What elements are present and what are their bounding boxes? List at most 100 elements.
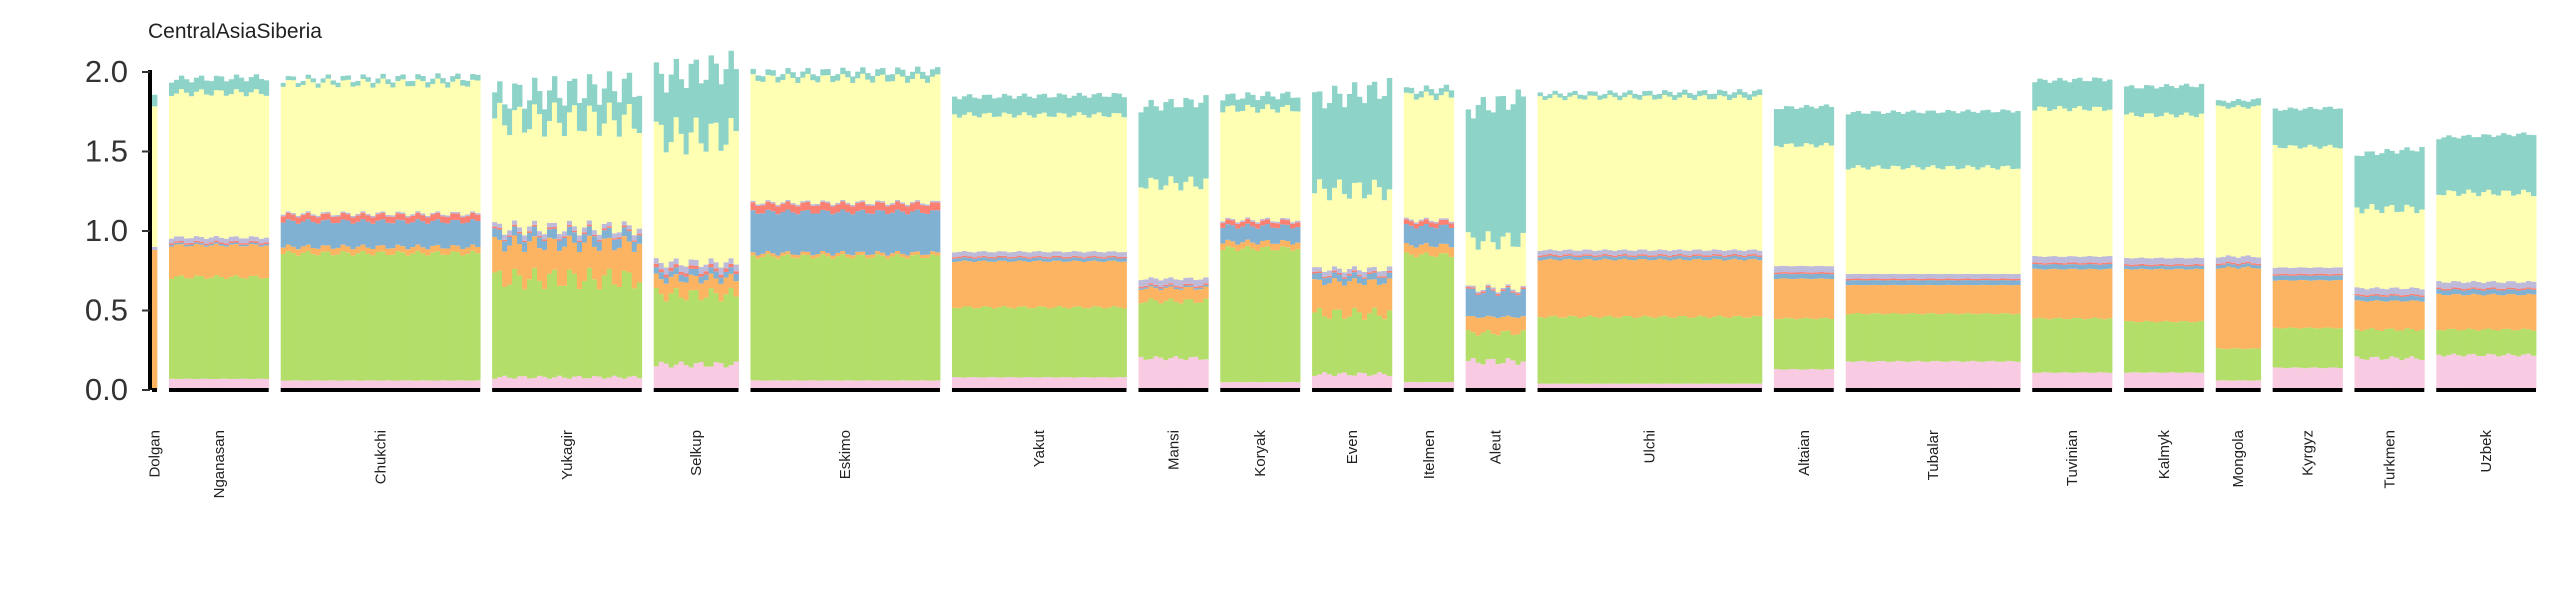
bar-segment: [2374, 293, 2380, 296]
bar-segment: [527, 129, 533, 227]
bar-segment: [790, 77, 796, 204]
bar-segment: [208, 95, 215, 238]
bar-segment: [2158, 263, 2165, 266]
bar-segment: [1537, 255, 1543, 258]
bar-segment: [673, 117, 680, 259]
bar-segment: [1567, 258, 1573, 316]
bar-segment: [1250, 226, 1256, 243]
bar-segment: [1632, 383, 1638, 390]
bar-segment: [455, 73, 461, 80]
bar-segment: [2148, 113, 2155, 259]
bar-segment: [591, 234, 598, 237]
bar-segment: [1587, 91, 1593, 96]
bar-segment: [1813, 147, 1820, 266]
bar-segment: [750, 200, 756, 203]
bar-segment: [1900, 280, 1906, 286]
bar-segment: [1547, 98, 1553, 250]
bar-segment: [890, 81, 896, 204]
bar-segment: [668, 271, 675, 277]
bar-segment: [1403, 217, 1410, 220]
bar-segment: [1408, 93, 1415, 220]
bar-segment: [2015, 168, 2021, 274]
bar-segment: [2225, 349, 2232, 381]
bar-segment: [780, 255, 786, 381]
bar-segment: [168, 378, 175, 390]
bar-segment: [2102, 256, 2108, 263]
bar-segment: [2332, 280, 2338, 329]
bar-segment: [2129, 269, 2135, 322]
bar-segment: [1617, 256, 1623, 260]
bar-segment: [1475, 249, 1482, 292]
bar-segment: [895, 254, 901, 381]
bar-segment: [601, 275, 608, 379]
bar-segment: [1875, 273, 1882, 279]
bar-segment: [1346, 268, 1353, 274]
bar-segment: [395, 251, 401, 381]
bar-segment: [1642, 383, 1648, 390]
bar-segment: [1642, 91, 1648, 96]
bar-segment: [1438, 220, 1445, 225]
bar-segment: [1198, 102, 1204, 190]
bar-segment: [2220, 380, 2227, 390]
bar-segment: [2364, 359, 2370, 390]
bar-segment: [631, 235, 638, 241]
bar-segment: [2297, 275, 2303, 280]
bar-segment: [1346, 198, 1353, 269]
bar-segment: [2521, 282, 2527, 289]
bar-segment: [688, 268, 695, 275]
bar-segment: [961, 257, 968, 261]
bar-segment: [693, 117, 700, 260]
bar-segment: [1076, 251, 1082, 257]
bar-segment: [1702, 383, 1708, 390]
bar-segment: [2047, 372, 2053, 390]
bar-segment: [1381, 276, 1388, 278]
bar-segment: [1327, 374, 1333, 390]
bar-segment: [855, 203, 861, 212]
bar-segment: [2067, 82, 2073, 112]
bar-segment: [1577, 260, 1583, 319]
bar-segment: [375, 83, 381, 213]
bar-segment: [193, 275, 200, 380]
bar-segment: [2476, 281, 2482, 289]
bar-segment: [2220, 268, 2227, 349]
bar-segment: [1860, 280, 1867, 286]
bar-segment: [1788, 143, 1795, 267]
bar-segment: [688, 63, 695, 133]
bar-segment: [561, 236, 568, 239]
bar-segment: [300, 84, 307, 214]
bar-segment: [1915, 360, 1921, 390]
bar-segment: [1336, 268, 1343, 273]
bar-segment: [1823, 369, 1830, 390]
bar-segment: [1756, 260, 1763, 317]
bar-segment: [2124, 268, 2130, 322]
bar-segment: [1687, 255, 1693, 258]
bar-segment: [1036, 377, 1043, 390]
bar-segment: [2183, 321, 2190, 373]
bar-segment: [755, 205, 761, 214]
bar-segment: [1930, 285, 1936, 314]
bar-segment: [547, 222, 553, 228]
bar-segment: [1096, 306, 1102, 378]
bar-segment: [1870, 278, 1877, 281]
bar-segment: [900, 257, 906, 381]
bar-segment: [596, 135, 603, 235]
bar-segment: [2143, 265, 2150, 270]
bar-segment: [1041, 258, 1048, 262]
bar-segment: [1001, 112, 1008, 252]
bar-segment: [2322, 146, 2328, 268]
bar-segment: [1510, 291, 1516, 293]
bar-segment: [865, 380, 871, 390]
bar-segment: [2369, 328, 2375, 358]
bar-segment: [1433, 247, 1440, 257]
bar-segment: [2163, 264, 2170, 267]
bar-segment: [1985, 284, 1991, 314]
bar-segment: [713, 271, 719, 279]
bar-segment: [1783, 278, 1790, 318]
bar-segment: [850, 206, 856, 215]
bar-segment: [445, 248, 451, 255]
bar-segment: [507, 230, 513, 236]
bar-segment: [2047, 264, 2053, 270]
bar-segment: [1001, 257, 1008, 261]
bar-segment: [2466, 328, 2472, 355]
bar-segment: [1587, 315, 1593, 384]
